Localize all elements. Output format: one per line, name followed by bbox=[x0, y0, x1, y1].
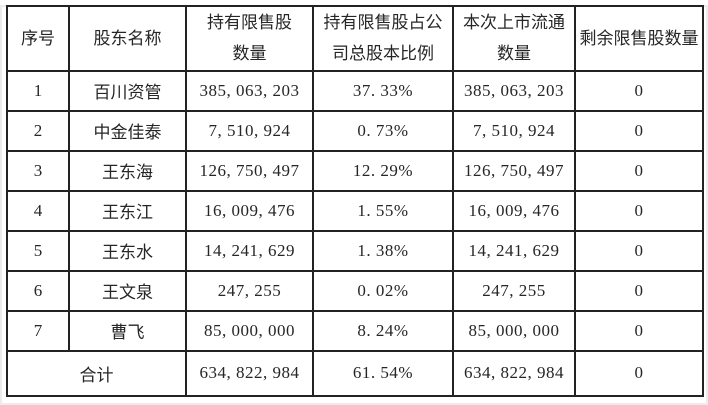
table-row: 3 王东海 126, 750, 497 12. 29% 126, 750, 49… bbox=[6, 149, 704, 192]
cell-total-label: 合计 bbox=[6, 349, 187, 397]
cell-remaining: 0 bbox=[574, 309, 704, 352]
cell-listed-quantity: 85, 000, 000 bbox=[452, 309, 576, 352]
cell-restricted-shares: 7, 510, 924 bbox=[185, 109, 314, 152]
cell-listed-quantity: 16, 009, 476 bbox=[452, 189, 576, 232]
shareholder-table: 序号 股东名称 持有限售股 数量 持有限售股占公 司总股本比例 本次上市流通 数… bbox=[6, 5, 704, 397]
cell-ratio: 8. 24% bbox=[312, 309, 454, 352]
cell-no: 7 bbox=[6, 309, 70, 352]
cell-shareholder-name: 百川资管 bbox=[68, 69, 187, 112]
cell-restricted-shares: 85, 000, 000 bbox=[185, 309, 314, 352]
cell-no: 4 bbox=[6, 189, 70, 232]
cell-remaining: 0 bbox=[574, 149, 704, 192]
column-header-shareholder-name: 股东名称 bbox=[68, 5, 187, 72]
cell-restricted-shares: 14, 241, 629 bbox=[185, 229, 314, 272]
table-row: 7 曹飞 85, 000, 000 8. 24% 85, 000, 000 0 bbox=[6, 309, 704, 352]
cell-shareholder-name: 王文泉 bbox=[68, 269, 187, 312]
cell-restricted-shares: 16, 009, 476 bbox=[185, 189, 314, 232]
cell-shareholder-name: 曹飞 bbox=[68, 309, 187, 352]
cell-listed-quantity: 247, 255 bbox=[452, 269, 576, 312]
column-header-no: 序号 bbox=[6, 5, 70, 72]
cell-total-restricted: 634, 822, 984 bbox=[185, 349, 314, 397]
cell-total-remaining: 0 bbox=[574, 349, 704, 397]
cell-ratio: 0. 02% bbox=[312, 269, 454, 312]
cell-restricted-shares: 126, 750, 497 bbox=[185, 149, 314, 192]
cell-shareholder-name: 中金佳泰 bbox=[68, 109, 187, 152]
cell-restricted-shares: 247, 255 bbox=[185, 269, 314, 312]
cell-listed-quantity: 14, 241, 629 bbox=[452, 229, 576, 272]
cell-shareholder-name: 王东水 bbox=[68, 229, 187, 272]
table-row: 6 王文泉 247, 255 0. 02% 247, 255 0 bbox=[6, 269, 704, 312]
cell-shareholder-name: 王东海 bbox=[68, 149, 187, 192]
cell-no: 5 bbox=[6, 229, 70, 272]
cell-total-listed: 634, 822, 984 bbox=[452, 349, 576, 397]
cell-listed-quantity: 126, 750, 497 bbox=[452, 149, 576, 192]
cell-no: 3 bbox=[6, 149, 70, 192]
cell-ratio: 1. 55% bbox=[312, 189, 454, 232]
column-header-restricted-shares: 持有限售股 数量 bbox=[185, 5, 314, 72]
cell-ratio: 0. 73% bbox=[312, 109, 454, 152]
cell-remaining: 0 bbox=[574, 69, 704, 112]
total-row: 合计 634, 822, 984 61. 54% 634, 822, 984 0 bbox=[6, 349, 704, 397]
cell-listed-quantity: 7, 510, 924 bbox=[452, 109, 576, 152]
cell-listed-quantity: 385, 063, 203 bbox=[452, 69, 576, 112]
cell-total-ratio: 61. 54% bbox=[312, 349, 454, 397]
cell-no: 6 bbox=[6, 269, 70, 312]
table-row: 2 中金佳泰 7, 510, 924 0. 73% 7, 510, 924 0 bbox=[6, 109, 704, 152]
column-header-ratio-of-total-capital: 持有限售股占公 司总股本比例 bbox=[312, 5, 454, 72]
cell-no: 1 bbox=[6, 69, 70, 112]
column-header-remaining-restricted: 剩余限售股数量 bbox=[574, 5, 704, 72]
cell-shareholder-name: 王东江 bbox=[68, 189, 187, 232]
cell-remaining: 0 bbox=[574, 269, 704, 312]
table-row: 4 王东江 16, 009, 476 1. 55% 16, 009, 476 0 bbox=[6, 189, 704, 232]
cell-remaining: 0 bbox=[574, 189, 704, 232]
cell-remaining: 0 bbox=[574, 109, 704, 152]
cell-ratio: 12. 29% bbox=[312, 149, 454, 192]
header-row: 序号 股东名称 持有限售股 数量 持有限售股占公 司总股本比例 本次上市流通 数… bbox=[6, 5, 704, 72]
cell-ratio: 1. 38% bbox=[312, 229, 454, 272]
table-row: 1 百川资管 385, 063, 203 37. 33% 385, 063, 2… bbox=[6, 69, 704, 112]
cell-restricted-shares: 385, 063, 203 bbox=[185, 69, 314, 112]
column-header-listed-quantity: 本次上市流通 数量 bbox=[452, 5, 576, 72]
table-row: 5 王东水 14, 241, 629 1. 38% 14, 241, 629 0 bbox=[6, 229, 704, 272]
cell-remaining: 0 bbox=[574, 229, 704, 272]
cell-no: 2 bbox=[6, 109, 70, 152]
cell-ratio: 37. 33% bbox=[312, 69, 454, 112]
